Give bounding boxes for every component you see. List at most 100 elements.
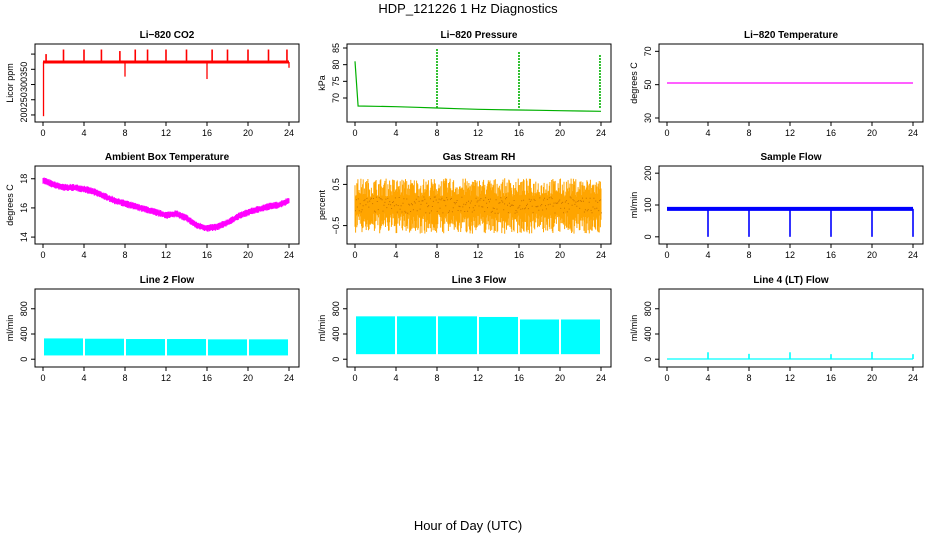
x-tick-label: 4 [393,250,398,260]
y-axis-label: ml/min [317,315,327,342]
x-tick-label: 24 [908,250,918,260]
series-segment [44,338,83,356]
figure-title: HDP_121226 1 Hz Diagnostics [378,1,558,16]
x-tick-label: 8 [434,373,439,383]
x-tick-label: 16 [826,250,836,260]
x-tick-label: 0 [352,250,357,260]
plot-frame [658,288,924,368]
y-tick-label: 200 [19,107,29,122]
x-tick-label: 0 [40,128,45,138]
y-tick-label: 16 [19,203,29,213]
y-tick-label: 0 [331,357,341,362]
x-tick-label: 16 [514,250,524,260]
y-tick-label: 800 [643,301,653,316]
plot-frame [34,43,300,123]
x-tick-label: 0 [40,250,45,260]
x-tick-label: 12 [473,250,483,260]
x-tick-label: 4 [81,128,86,138]
x-tick-label: 12 [785,128,795,138]
panel-4: Ambient Box Temperature degrees C 0 4 8 12 16 2… [5,152,300,260]
x-tick-label: 12 [161,128,171,138]
x-tick-label: 24 [284,250,294,260]
x-tick-label: 4 [81,250,86,260]
panel-title: Li−820 Pressure [441,30,518,41]
panel-6: Sample Flow ml/min 0 4 8 12 16 20 24 0 100 200 [629,152,924,260]
x-tick-label: 0 [40,373,45,383]
x-tick-label: 20 [867,128,877,138]
y-tick-label: 250 [19,92,29,107]
y-tick-label: 800 [19,301,29,316]
y-tick-label: 400 [19,326,29,341]
plot-frame [658,165,924,245]
y-tick-label: 300 [19,77,29,92]
y-tick-label: 30 [643,113,653,123]
y-axis-label: ml/min [629,315,639,342]
plot-frame [346,43,612,123]
x-tick-label: 24 [596,250,606,260]
y-axis-label: degrees C [629,62,639,104]
x-axis-label: Hour of Day (UTC) [413,518,523,533]
panel-8: Line 3 Flow ml/min 0 4 8 12 16 20 24 0 400 800 [317,275,612,383]
y-tick-label: 70 [331,93,341,103]
y-tick-label: 0 [643,357,653,362]
x-tick-label: 8 [122,128,127,138]
y-axis-label: ml/min [5,315,15,342]
panel-title: Line 4 (LT) Flow [753,275,829,286]
x-tick-label: 20 [243,373,253,383]
x-tick-label: 16 [202,373,212,383]
x-tick-label: 12 [161,250,171,260]
x-tick-label: 16 [826,373,836,383]
y-axis-label: kPa [317,75,327,91]
x-tick-label: 16 [514,128,524,138]
plot-frame [346,165,612,245]
y-tick-label: 14 [19,232,29,242]
series-band [354,178,602,234]
y-tick-label: −0.5 [331,217,341,235]
y-tick-label: 50 [643,80,653,90]
y-axis-label: ml/min [629,192,639,219]
series-segment [167,339,206,356]
x-tick-label: 24 [596,373,606,383]
x-tick-label: 8 [122,250,127,260]
y-tick-label: 70 [643,46,653,56]
panel-1: Li−820 CO2 Licor ppm 0 4 8 12 16 20 24 2002503003… [5,30,300,138]
y-tick-label: 80 [331,60,341,70]
x-tick-label: 4 [705,128,710,138]
x-tick-label: 8 [746,128,751,138]
x-tick-label: 24 [596,128,606,138]
series-band [42,177,290,232]
y-tick-label: 0 [643,234,653,239]
x-tick-label: 12 [473,373,483,383]
x-tick-label: 8 [434,250,439,260]
y-axis-label: degrees C [5,184,15,226]
x-tick-label: 4 [393,373,398,383]
series-dots [355,196,602,214]
x-tick-label: 20 [555,373,565,383]
panel-title: Gas Stream RH [443,152,516,163]
x-tick-label: 8 [746,250,751,260]
panel-3: Li−820 Temperature degrees C 0 4 8 12 16 20 24 30… [629,30,924,138]
x-tick-label: 12 [785,250,795,260]
panel-title: Li−820 CO2 [140,30,195,41]
x-tick-label: 12 [473,128,483,138]
plot-frame [346,288,612,368]
panel-title: Ambient Box Temperature [105,152,230,163]
x-tick-label: 20 [555,250,565,260]
panel-2: Li−820 Pressure kPa 0 4 8 12 16 20 24 70 75 80 85 [317,30,612,138]
y-tick-label: 75 [331,76,341,86]
series-segment [208,339,247,356]
series-line [354,61,602,112]
plot-frame [34,288,300,368]
series-segment [520,319,559,355]
series-segment [438,316,477,355]
x-tick-label: 4 [705,373,710,383]
series-segment [561,319,600,355]
x-tick-label: 24 [284,373,294,383]
x-tick-label: 16 [514,373,524,383]
x-tick-label: 0 [352,128,357,138]
plot-frame [34,165,300,245]
panel-title: Sample Flow [760,152,821,163]
x-tick-label: 0 [664,250,669,260]
x-tick-label: 16 [202,128,212,138]
panel-title: Li−820 Temperature [744,30,838,41]
